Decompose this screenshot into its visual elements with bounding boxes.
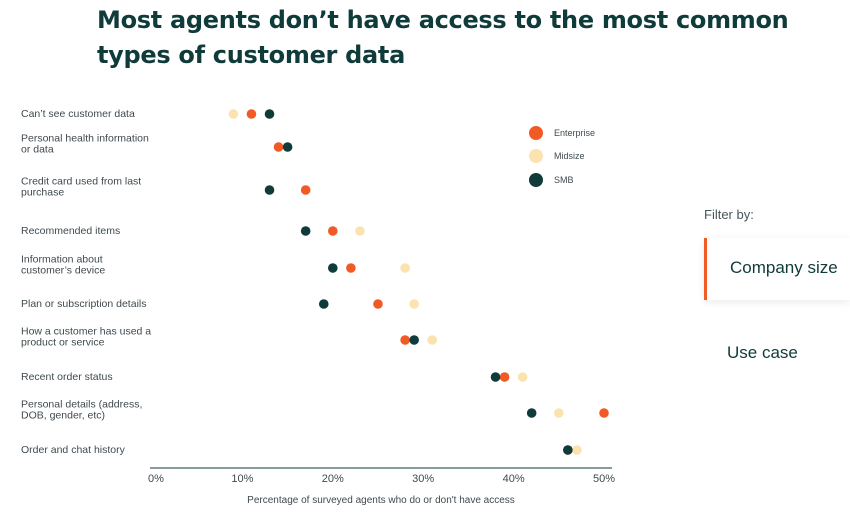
data-point-enterprise[interactable] bbox=[246, 109, 257, 119]
data-point-enterprise[interactable] bbox=[328, 226, 338, 236]
data-point-midsize[interactable] bbox=[228, 109, 239, 119]
data-point-enterprise[interactable] bbox=[373, 299, 383, 309]
x-tick-label: 0% bbox=[148, 473, 164, 485]
data-point-smb[interactable] bbox=[282, 142, 293, 152]
y-tick-label: DOB, gender, etc) bbox=[21, 410, 105, 422]
data-points bbox=[228, 109, 609, 455]
y-tick-label: Personal health information bbox=[21, 133, 149, 145]
y-tick-label: Information about bbox=[21, 254, 103, 266]
y-tick-label: Order and chat history bbox=[21, 444, 126, 456]
data-point-midsize[interactable] bbox=[355, 226, 365, 236]
y-tick-label: Plan or subscription details bbox=[21, 298, 146, 310]
x-tick-label: 10% bbox=[231, 473, 253, 485]
page-title: Most agents don’t have access to the mos… bbox=[97, 6, 789, 69]
data-point-enterprise[interactable] bbox=[300, 185, 311, 195]
data-point-enterprise[interactable] bbox=[346, 263, 356, 273]
legend: Enterprise Midsize SMB bbox=[529, 126, 595, 187]
filter-company-size-label: Company size bbox=[730, 258, 838, 277]
data-point-midsize[interactable] bbox=[427, 335, 438, 345]
dot-plot-chart: Can’t see customer data Personal health i… bbox=[21, 108, 615, 506]
filter-title: Filter by: bbox=[704, 207, 754, 222]
x-tick-label: 50% bbox=[593, 473, 615, 485]
filter-use-case[interactable]: Use case bbox=[704, 323, 850, 385]
data-point-smb[interactable] bbox=[300, 226, 311, 236]
y-axis-labels: Can’t see customer data Personal health i… bbox=[21, 108, 151, 456]
data-point-enterprise[interactable] bbox=[499, 372, 510, 382]
x-tick-label: 30% bbox=[412, 473, 434, 485]
x-axis-title: Percentage of surveyed agents who do or … bbox=[247, 495, 515, 506]
y-tick-label: Recommended items bbox=[21, 225, 120, 237]
y-tick-label: Can’t see customer data bbox=[21, 108, 135, 120]
data-point-enterprise[interactable] bbox=[400, 335, 410, 345]
data-point-enterprise[interactable] bbox=[599, 408, 609, 418]
legend-label: Enterprise bbox=[554, 128, 595, 138]
data-point-smb[interactable] bbox=[409, 335, 419, 345]
filter-use-case-label: Use case bbox=[727, 343, 798, 362]
x-axis-ticks: 0% 10% 20% 30% 40% 50% bbox=[148, 473, 615, 485]
y-tick-label: purchase bbox=[21, 187, 64, 199]
y-tick-label: Personal details (address, bbox=[21, 399, 142, 411]
y-tick-label: How a customer has used a bbox=[21, 326, 151, 338]
data-point-midsize[interactable] bbox=[554, 408, 564, 418]
x-tick-label: 20% bbox=[322, 473, 344, 485]
data-point-smb[interactable] bbox=[328, 263, 338, 273]
data-point-smb[interactable] bbox=[563, 445, 573, 455]
data-point-midsize[interactable] bbox=[572, 445, 582, 455]
data-point-smb[interactable] bbox=[318, 299, 329, 309]
data-point-midsize[interactable] bbox=[400, 263, 410, 273]
data-point-enterprise[interactable] bbox=[273, 142, 284, 152]
filter-company-size[interactable]: Company size bbox=[704, 238, 850, 300]
y-tick-label: product or service bbox=[21, 337, 105, 349]
data-point-midsize[interactable] bbox=[409, 299, 419, 309]
data-point-smb[interactable] bbox=[264, 185, 275, 195]
y-tick-label: or data bbox=[21, 144, 54, 156]
legend-swatch bbox=[529, 173, 543, 187]
legend-swatch bbox=[529, 149, 543, 163]
legend-label: Midsize bbox=[554, 151, 585, 161]
x-tick-label: 40% bbox=[503, 473, 525, 485]
y-tick-label: Recent order status bbox=[21, 371, 113, 383]
y-tick-label: customer’s device bbox=[21, 265, 105, 277]
y-tick-label: Credit card used from last bbox=[21, 176, 141, 188]
legend-swatch bbox=[529, 126, 543, 140]
data-point-smb[interactable] bbox=[264, 109, 275, 119]
legend-label: SMB bbox=[554, 175, 574, 185]
data-point-smb[interactable] bbox=[526, 408, 537, 418]
data-point-midsize[interactable] bbox=[517, 372, 528, 382]
data-point-smb[interactable] bbox=[490, 372, 501, 382]
